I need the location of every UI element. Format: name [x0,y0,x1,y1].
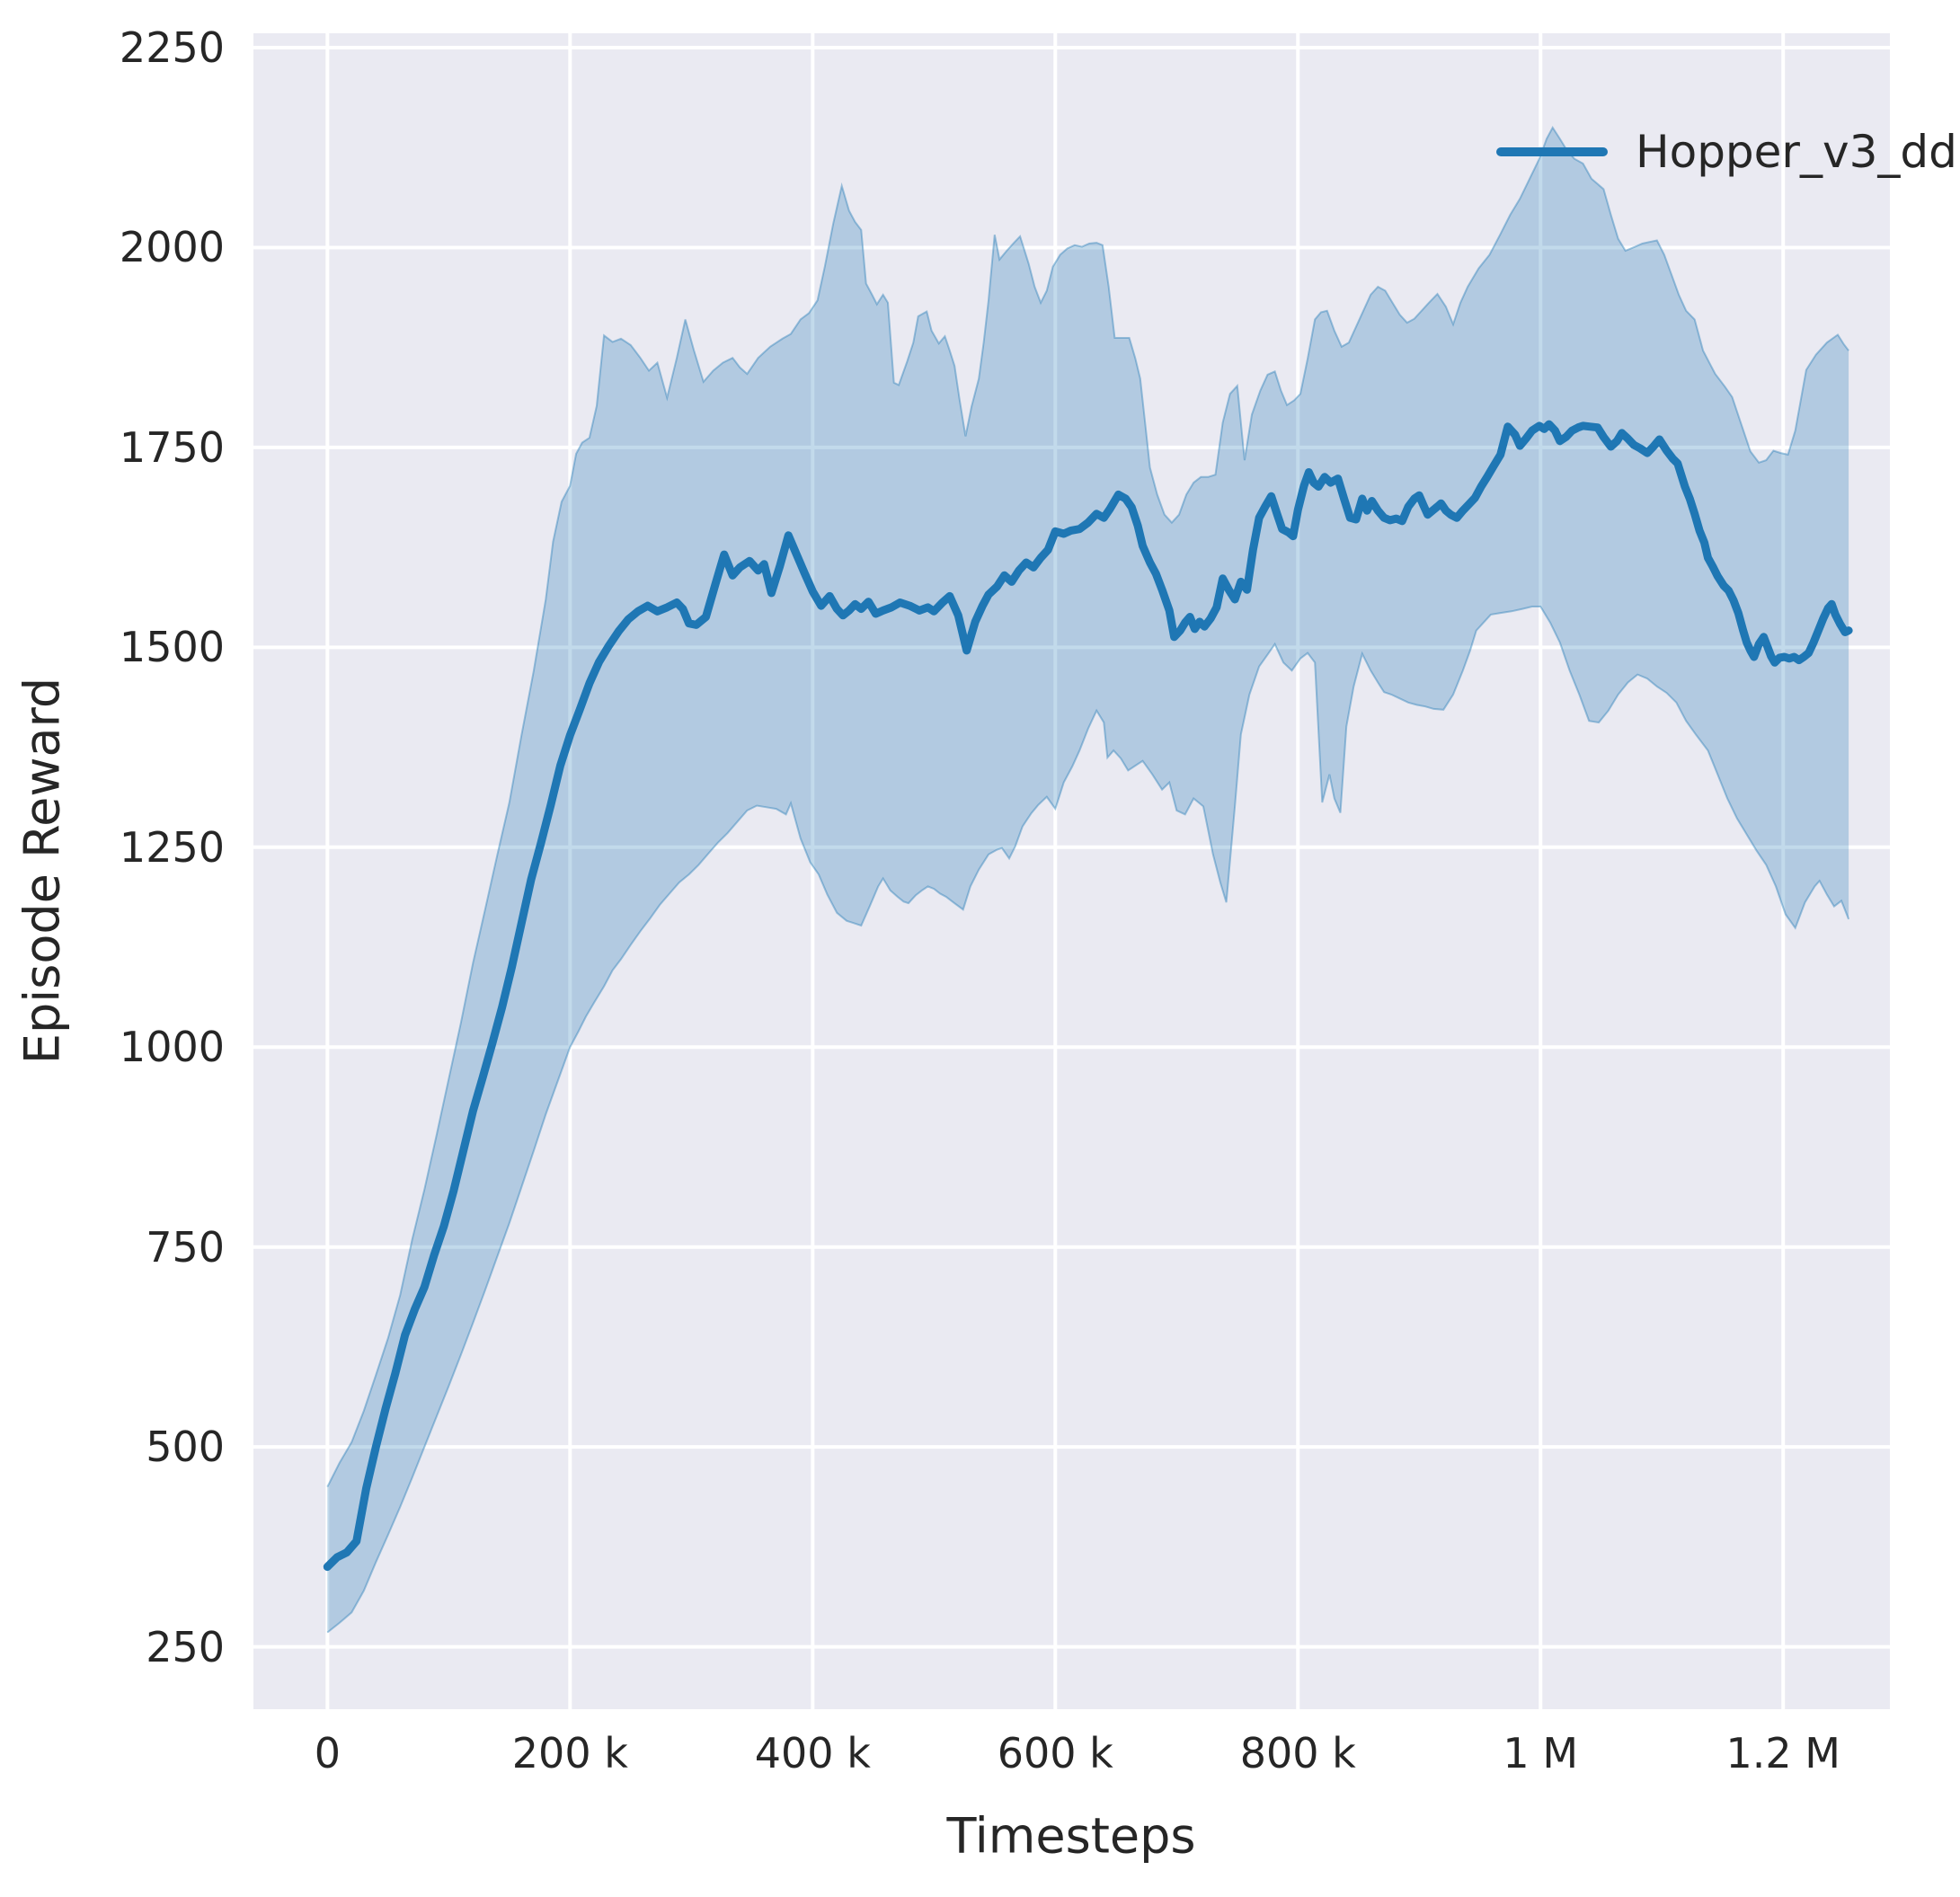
x-tick-label: 1 M [1503,1729,1579,1777]
x-tick-label: 600 k [997,1729,1113,1777]
y-tick-label: 750 [146,1222,225,1272]
y-tick-label: 1250 [119,822,225,872]
chart-canvas [253,33,1890,1709]
y-tick-label: 1500 [119,623,225,672]
reward-line [323,420,1853,1572]
y-tick-label: 1000 [119,1023,225,1072]
legend-line-swatch-icon [1496,147,1608,156]
y-tick-label: 250 [146,1622,225,1671]
confidence-band-lower-edge [326,606,1850,1634]
confidence-band [327,128,1849,1633]
y-tick-label: 2250 [119,23,225,73]
legend-entry-label: Hopper_v3_ddpg (10) [1636,126,1960,178]
plot-area: Hopper_v3_ddpg (10) [253,33,1960,1709]
x-tick-label: 1.2 M [1725,1729,1840,1777]
confidence-band-upper-edge [326,126,1849,1488]
x-tick-label: 800 k [1239,1729,1356,1777]
x-tick-label: 0 [314,1729,341,1777]
x-tick-label: 400 k [754,1729,871,1777]
x-axis-label: Timesteps [946,1807,1196,1865]
x-tick-label: 200 k [511,1729,628,1777]
y-axis-label: Episode Reward [13,677,71,1065]
y-tick-label: 500 [146,1423,225,1472]
legend: Hopper_v3_ddpg (10) [1496,126,1960,178]
y-tick-label: 1750 [119,422,225,472]
y-tick-label: 2000 [119,223,225,272]
